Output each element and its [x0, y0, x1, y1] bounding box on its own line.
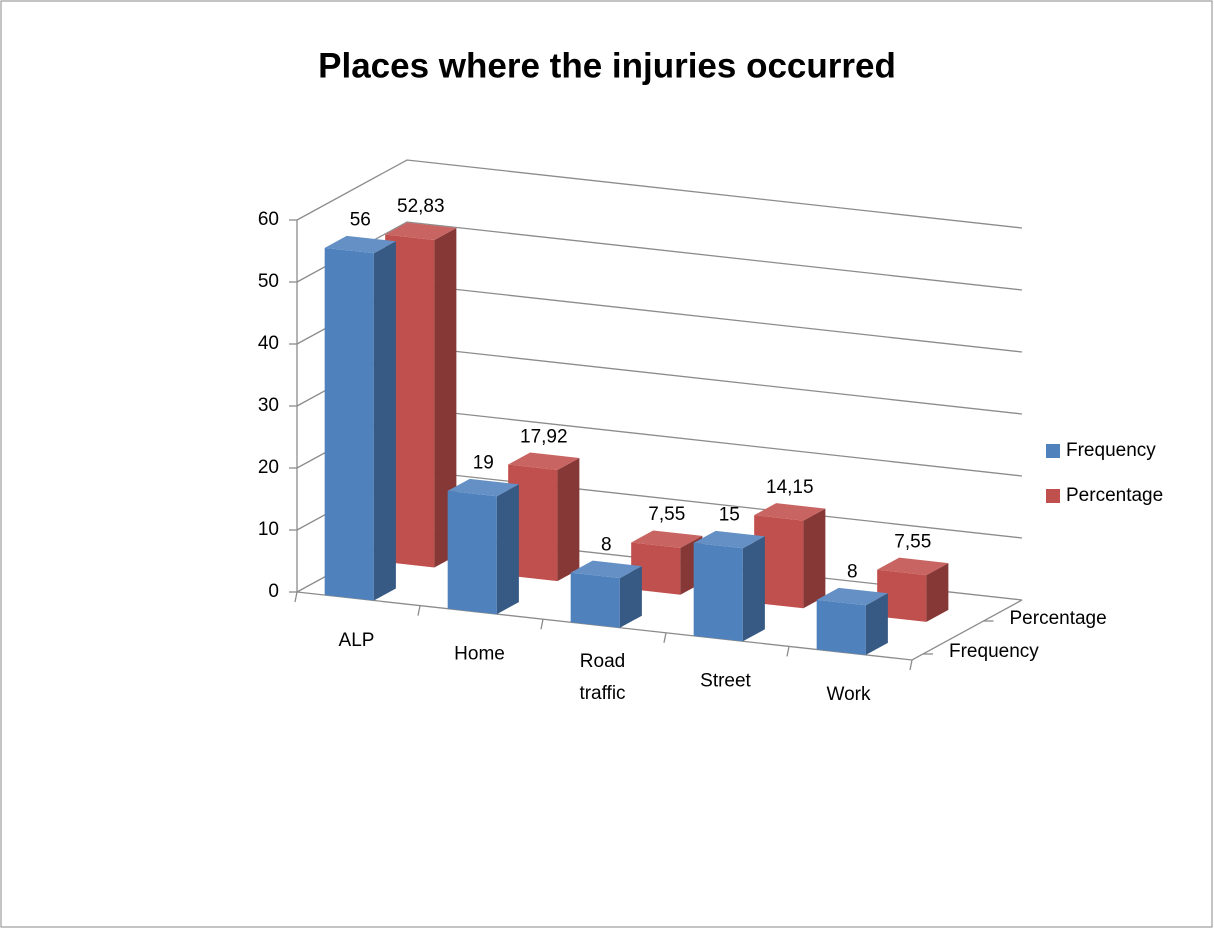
x-tick: [540, 619, 544, 630]
legend-swatch: [1046, 444, 1060, 458]
y-tick-label: 20: [258, 457, 279, 478]
bar-top: [385, 222, 457, 240]
x-tick-label: Road traffic: [579, 651, 625, 704]
bar: [570, 560, 642, 628]
data-label: 19: [473, 453, 494, 474]
bar-top: [693, 530, 765, 549]
bar-top: [508, 452, 580, 470]
data-label: 8: [601, 534, 612, 555]
bar-top: [754, 503, 826, 521]
bar-top: [324, 235, 396, 254]
data-label: 7,55: [894, 531, 931, 552]
grid-line: [296, 159, 1023, 229]
bar-top: [877, 557, 949, 576]
depth-label: Frequency: [949, 641, 1039, 662]
bar-front: [508, 464, 558, 582]
data-label: 52,83: [397, 196, 445, 217]
y-tick-label: 0: [268, 581, 279, 602]
bar: [324, 235, 396, 601]
data-label: 15: [719, 505, 740, 526]
depth-label: Percentage: [1010, 608, 1107, 629]
x-tick: [909, 659, 913, 671]
bar-front: [385, 234, 435, 568]
x-tick: [786, 646, 790, 657]
data-label: 17,92: [520, 426, 568, 447]
bar-top: [447, 478, 519, 497]
bar-side: [373, 241, 396, 601]
bar-front: [447, 490, 497, 615]
bar-side: [803, 508, 826, 609]
legend-label: Percentage: [1066, 485, 1163, 506]
bar-side: [496, 484, 519, 615]
x-tick-label: Street: [700, 671, 751, 692]
bar-side: [865, 593, 888, 655]
chart-title: Places where the injuries occurred: [318, 46, 896, 85]
data-label: 14,15: [766, 477, 814, 498]
x-tick-label: Work: [827, 684, 871, 705]
x-tick: [417, 605, 421, 616]
bar: [385, 222, 457, 568]
bar: [754, 503, 826, 609]
bar: [816, 587, 888, 655]
y-tick-label: 50: [258, 271, 279, 292]
bar-front: [754, 515, 804, 609]
legend-swatch: [1046, 489, 1060, 503]
bar: [447, 478, 519, 615]
y-tick-label: 60: [258, 209, 279, 230]
bar-top: [570, 560, 642, 579]
y-tick-label: 10: [258, 519, 279, 540]
x-tick-label: ALP: [339, 630, 375, 651]
x-tick: [663, 632, 667, 643]
bar-side: [434, 227, 457, 568]
bar-top: [631, 530, 703, 548]
bar-front: [877, 569, 927, 622]
data-label: 8: [847, 562, 858, 583]
bar-front: [816, 599, 866, 655]
data-label: 56: [350, 210, 371, 231]
x-tick-label: Home: [454, 643, 505, 664]
y-tick-label: 30: [258, 395, 279, 416]
bar-front: [693, 542, 743, 642]
bar: [693, 530, 765, 642]
bar: [508, 452, 580, 582]
bar-side: [926, 563, 949, 622]
bar-side: [619, 566, 642, 628]
bar-side: [742, 536, 765, 642]
x-tick: [294, 591, 298, 603]
bar: [877, 557, 949, 622]
data-label: 7,55: [648, 504, 685, 525]
bar-top: [816, 587, 888, 606]
bar-front: [570, 572, 620, 628]
bar-front: [324, 247, 374, 601]
bar-front: [631, 542, 681, 595]
bar-side: [557, 457, 580, 582]
legend-label: Frequency: [1066, 440, 1156, 461]
y-tick-label: 40: [258, 333, 279, 354]
